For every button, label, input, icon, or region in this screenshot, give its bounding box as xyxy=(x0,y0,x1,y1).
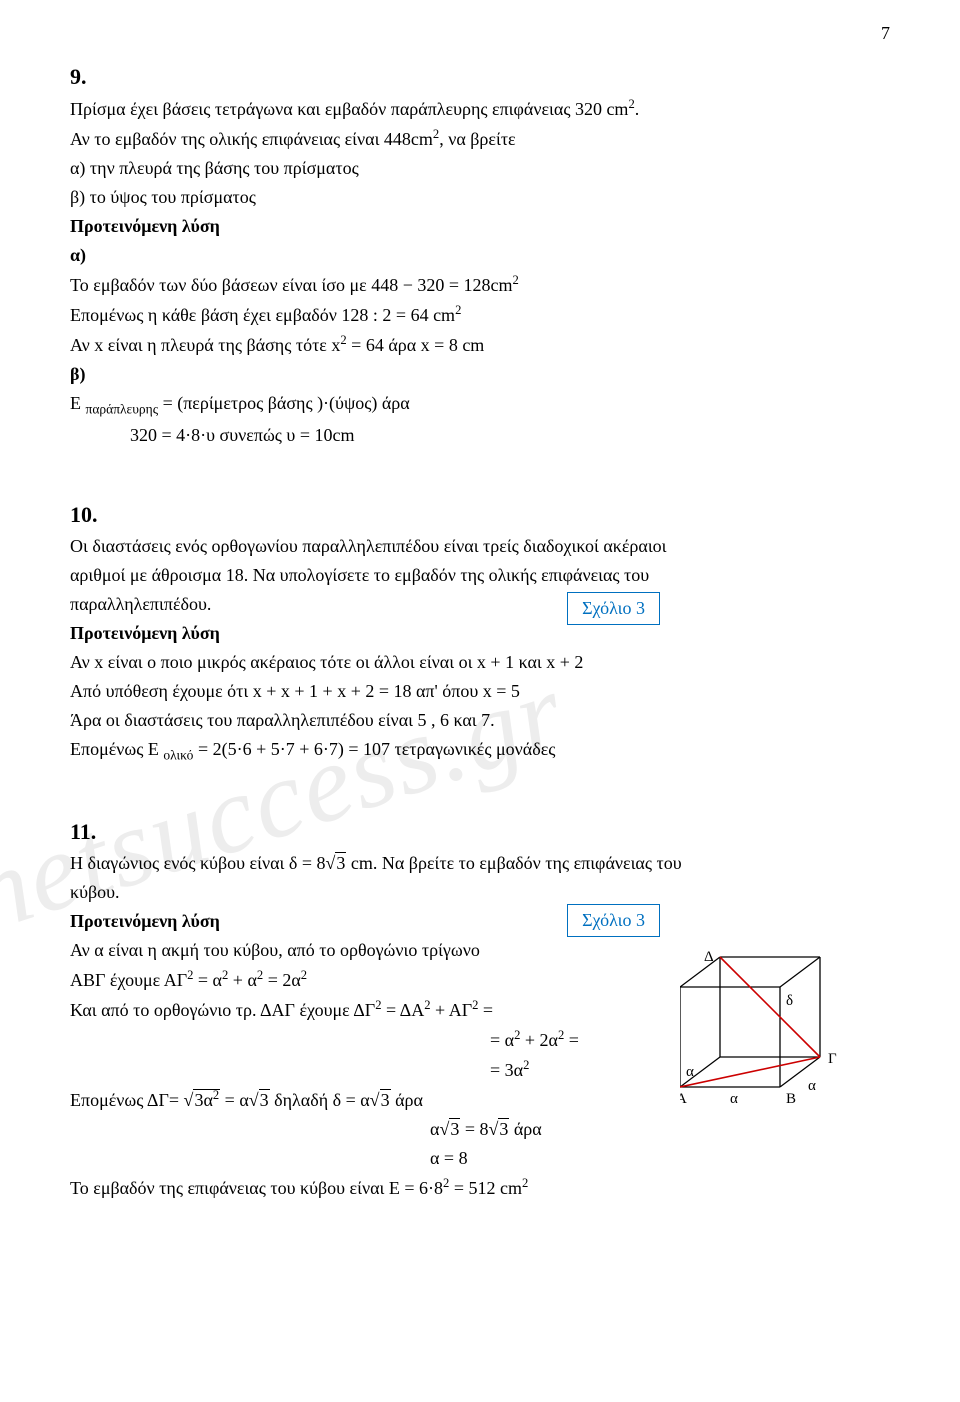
p9-line4: β) το ύψος του πρίσματος xyxy=(70,184,890,211)
svg-text:Γ: Γ xyxy=(828,1051,837,1067)
p11-l2: κύβου. xyxy=(70,879,890,906)
p11-solution-heading: Προτεινόμενη λύση xyxy=(70,908,220,935)
scholio-3-box: Σχόλιο 3 xyxy=(567,592,660,625)
cube-diagram: Α Β Γ Δα α α δ xyxy=(680,947,850,1117)
p9-a-l2: Επομένως η κάθε βάση έχει εμβαδόν 128 : … xyxy=(70,301,890,329)
p10-s4: Επομένως Ε ολικό = 2(5·6 + 5·7 + 6·7) = … xyxy=(70,736,890,766)
problem-9-number: 9. xyxy=(70,60,890,93)
p11-s9: Το εμβαδόν της επιφάνειας του κύβου είνα… xyxy=(70,1174,890,1202)
page-number: 7 xyxy=(881,20,890,47)
p11-l1: Η διαγώνιος ενός κύβου είναι δ = 83 cm. … xyxy=(70,850,890,877)
p9-solution-heading: Προτεινόμενη λύση xyxy=(70,213,890,240)
p10-s1: Αν x είναι ο ποιο μικρός ακέραιος τότε ο… xyxy=(70,649,890,676)
problem-10-number: 10. xyxy=(70,498,890,531)
p9-a-l1: Το εμβαδόν των δύο βάσεων είναι ίσο με 4… xyxy=(70,271,890,299)
p10-l2: αριθμοί με άθροισμα 18. Να υπολογίσετε τ… xyxy=(70,562,890,589)
p10-s3: Άρα οι διαστάσεις του παραλληλεπιπέδου ε… xyxy=(70,707,890,734)
p9-a-l3: Αν x είναι η πλευρά της βάσης τότε x2 = … xyxy=(70,331,890,359)
p11-s8: α = 8 xyxy=(70,1145,890,1172)
p9-line2: Αν το εμβαδόν της ολικής επιφάνειας είνα… xyxy=(70,125,890,153)
p9-b-l2: 320 = 4·8·υ συνεπώς υ = 10cm xyxy=(70,422,890,449)
svg-text:α: α xyxy=(686,1064,694,1080)
svg-text:α: α xyxy=(808,1078,816,1094)
svg-text:Α: Α xyxy=(680,1091,687,1107)
svg-text:α: α xyxy=(730,1091,738,1107)
scholio-3-box-2: Σχόλιο 3 xyxy=(567,904,660,937)
p9-beta-label: β) xyxy=(70,361,890,388)
p9-alpha-label: α) xyxy=(70,242,890,269)
p10-l3: παραλληλεπιπέδου. xyxy=(70,591,890,618)
problem-11-number: 11. xyxy=(70,815,890,848)
svg-text:δ: δ xyxy=(786,993,793,1009)
p10-l1: Οι διαστάσεις ενός ορθογωνίου παραλληλεπ… xyxy=(70,533,890,560)
p9-line1: Πρίσμα έχει βάσεις τετράγωνα και εμβαδόν… xyxy=(70,95,890,123)
p9-b-l1: Ε παράπλευρης = (περίμετρος βάσης )·(ύψο… xyxy=(70,390,890,420)
svg-text:Β: Β xyxy=(786,1091,796,1107)
p11-s7: α3 = 83 άρα xyxy=(70,1116,890,1143)
p10-s2: Από υπόθεση έχουμε ότι x + x + 1 + x + 2… xyxy=(70,678,890,705)
p10-solution-heading: Προτεινόμενη λύση xyxy=(70,620,220,647)
svg-text:Δ: Δ xyxy=(704,949,714,965)
p9-line3: α) την πλευρά της βάσης του πρίσματος xyxy=(70,155,890,182)
